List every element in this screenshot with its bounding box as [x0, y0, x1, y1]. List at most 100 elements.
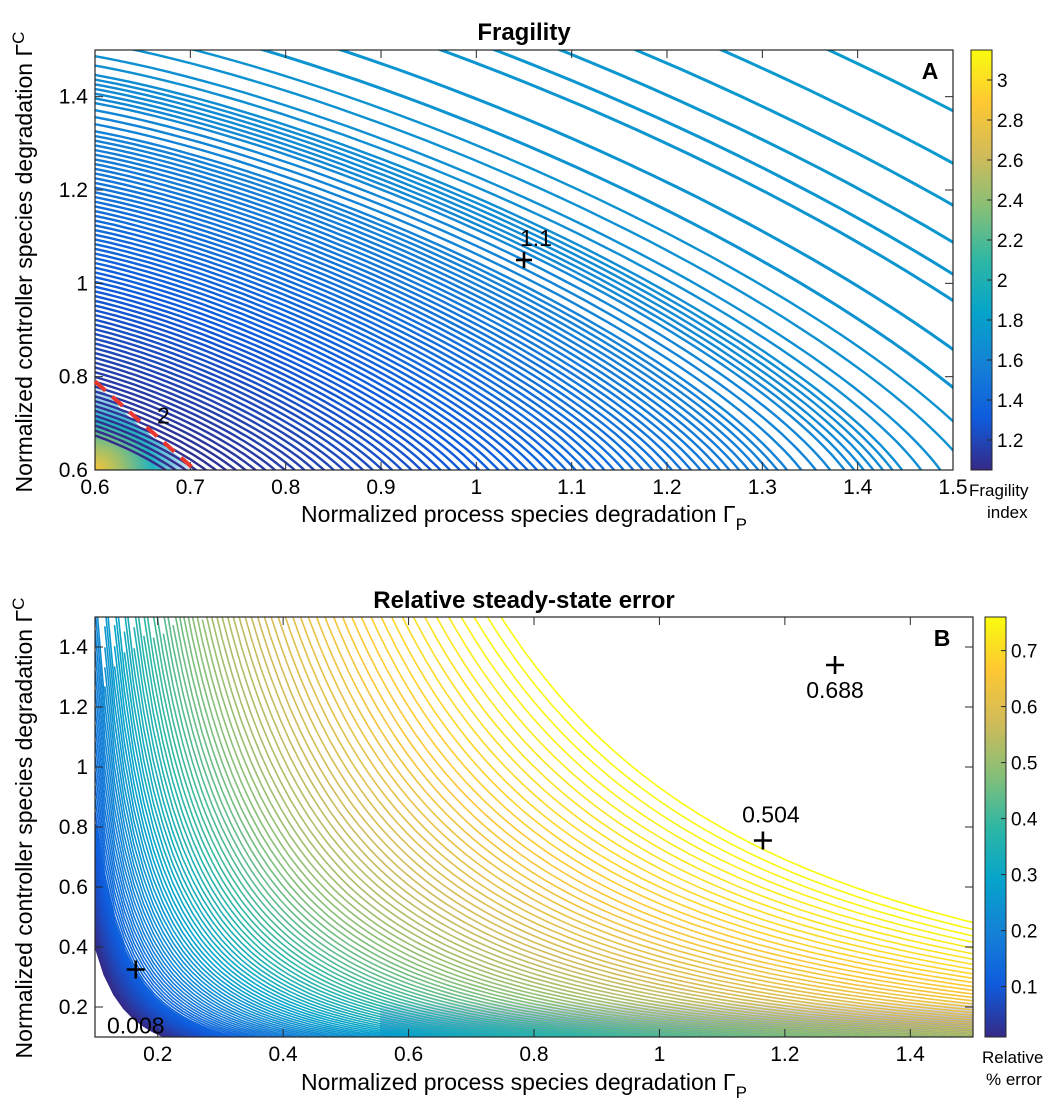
contour-line: [95, 162, 722, 470]
contour-line: [95, 238, 568, 470]
y-tick-label: 1.2: [59, 179, 88, 202]
contour-line: [95, 214, 616, 470]
contour-line: [95, 233, 578, 470]
panel-b-colorbar-ticks: 0.1 0.2 0.3 0.4 0.5 0.6 0.7: [1001, 642, 1038, 999]
contour-line: [152, 617, 647, 1037]
contour-line: [162, 633, 685, 1037]
y-tick-label: 1.2: [59, 696, 88, 719]
contour-line: [401, 617, 973, 970]
contour-line: [95, 395, 248, 470]
contour-line: [95, 153, 741, 470]
contour-line: [95, 181, 683, 470]
contour-line: [201, 619, 913, 1037]
colorbar-tick-label: 2.8: [997, 111, 1023, 132]
contour-line: [473, 617, 973, 937]
contour-line: [277, 617, 973, 1019]
colorbar-tick-label: 2: [997, 271, 1008, 292]
panel-b-colorbar: [985, 617, 1006, 1037]
contour-line: [370, 617, 973, 984]
contour-line: [250, 617, 973, 1028]
contour-line: [189, 50, 953, 423]
contour-line: [95, 87, 875, 470]
contour-line: [95, 280, 481, 470]
contour-line: [95, 54, 942, 470]
contour-line: [95, 856, 220, 1037]
colorbar-tick-label: 0.7: [1011, 642, 1037, 663]
contour-line: [256, 617, 973, 1026]
panel-a-dashed-line: 2: [93, 379, 197, 472]
contour-line: [95, 380, 277, 470]
contour-line: [104, 626, 372, 1037]
contour-line: [412, 617, 973, 966]
panel-a-ticks: 0.6 0.7 0.8 0.9 1 1.1 1.2 1.3 1.4 1.5 0.6 0.8 1 1.2 1.…: [59, 50, 968, 499]
contour-line: [95, 756, 265, 1037]
contour-line: [390, 617, 973, 975]
contour-line: [167, 617, 725, 1037]
contour-line: [104, 647, 362, 1037]
contour-line: [95, 144, 760, 470]
contour-line: [124, 617, 489, 1037]
contour-line: [95, 429, 178, 470]
contour-line: [95, 332, 375, 470]
colorbar-tick-label: 0.1: [1011, 978, 1037, 999]
contour-line: [315, 617, 973, 1005]
panel-a-colorbar-label-1: Fragility: [969, 481, 1029, 500]
contour-line: [95, 158, 731, 470]
contour-line: [95, 64, 923, 470]
contour-line: [95, 172, 703, 470]
contour-line: [307, 617, 973, 1008]
y-tick-label: 0.2: [59, 996, 88, 1019]
contour-line: [95, 148, 751, 470]
contour-line: [133, 627, 531, 1037]
panel-b: Relative steady-state error 0.2 0.4 0.6 0.8…: [9, 587, 1043, 1102]
colorbar-tick-label: 1.6: [997, 351, 1023, 372]
contour-line: [95, 294, 452, 470]
contour-line: [244, 617, 973, 1030]
marker-label: 0.008: [107, 1013, 165, 1039]
x-tick-label: 1.4: [843, 476, 873, 499]
contour-line: [95, 798, 246, 1037]
panel-a-corner-fill: [95, 380, 200, 470]
x-tick-label: 1.2: [770, 1043, 799, 1066]
contour-line: [95, 266, 510, 470]
contour-line: [221, 617, 973, 1036]
contour-line: [123, 631, 475, 1037]
contour-line: [95, 115, 818, 470]
x-tick-label: 1: [470, 476, 482, 499]
contour-line: [133, 648, 517, 1037]
contour-line: [104, 686, 344, 1037]
colorbar-tick-label: 0.4: [1011, 810, 1038, 831]
contour-line: [95, 846, 226, 1037]
y-tick-label: 1: [76, 756, 88, 779]
x-tick-label: 1: [654, 1043, 666, 1066]
contour-line: [95, 707, 287, 1037]
contour-line: [435, 617, 973, 955]
contour-line: [95, 370, 297, 470]
contour-line: [95, 97, 856, 470]
panel-a-axes-box: [94, 49, 954, 471]
contour-line: [95, 617, 326, 1037]
contour-line: [95, 83, 885, 470]
contour-line: [95, 92, 866, 470]
contour-line: [95, 313, 414, 470]
contour-line: [113, 625, 426, 1037]
contour-line: [95, 630, 318, 1037]
contour-line: [152, 637, 628, 1037]
contour-line: [216, 617, 973, 1037]
contour-line: [270, 617, 973, 1021]
contour-line: [95, 356, 326, 470]
x-tick-label: 0.9: [366, 476, 395, 499]
contour-line: [143, 635, 578, 1037]
contour-line: [95, 835, 231, 1037]
panel-a-colorbar-label-2: index: [987, 503, 1028, 522]
contour-line: [263, 617, 973, 1023]
contour-line: [717, 50, 953, 165]
colorbar-tick-label: 1.4: [997, 391, 1024, 412]
contour-line: [95, 167, 712, 470]
contour-line: [95, 123, 803, 470]
contour-line: [95, 931, 178, 1037]
contour-line: [324, 617, 973, 1002]
x-tick-label: 0.7: [176, 476, 205, 499]
x-tick-label: 0.8: [519, 1043, 548, 1066]
colorbar-tick-label: 2.4: [997, 191, 1024, 212]
